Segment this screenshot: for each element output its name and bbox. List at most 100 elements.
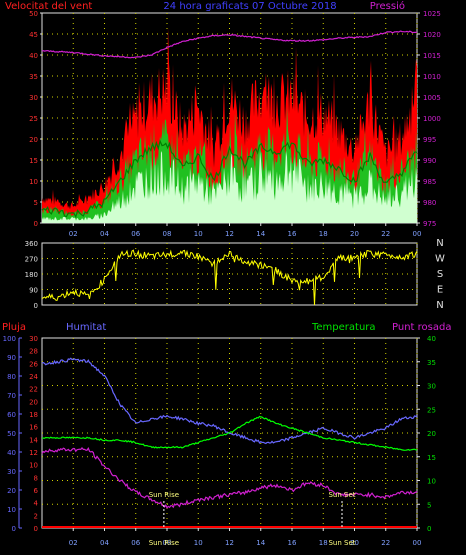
wind-pressure-chart: 0510152025303540455097598098599099510001… (29, 10, 441, 238)
direction-tick-label: 90 (29, 287, 38, 295)
wind-average-line (41, 139, 418, 219)
humidity-label: Humitat (66, 322, 106, 333)
pressure-tick-label: 1000 (423, 115, 441, 123)
temperature-tick-label: 30 (427, 383, 436, 391)
time-tick-label: 06 (131, 230, 140, 238)
time-tick-label: 00 (413, 230, 422, 238)
compass-label: S (437, 269, 443, 280)
temperature-tick-label: 25 (427, 406, 436, 414)
pressure-tick-label: 1025 (423, 10, 441, 18)
time-tick-label: 04 (100, 230, 109, 238)
humidity-scale-tick-label: 10 (29, 462, 38, 470)
rain-tick-label: 100 (3, 335, 16, 343)
time-tick-label: 12 (225, 539, 234, 547)
humidity-scale-tick-label: 16 (29, 424, 38, 432)
humidity-scale-tick-label: 18 (29, 411, 38, 419)
time-tick-label: 08 (163, 539, 172, 547)
humidity-scale-tick-label: 20 (29, 398, 38, 406)
humidity-scale-tick-label: 14 (29, 436, 38, 444)
rain-tick-label: 40 (7, 449, 16, 457)
sun-event-label: Sun Rise (149, 491, 179, 499)
compass-label: N (436, 238, 443, 249)
time-tick-label: 18 (319, 539, 328, 547)
wind-speed-tick-label: 50 (29, 10, 38, 18)
time-tick-label: 18 (319, 230, 328, 238)
direction-tick-label: 0 (34, 302, 38, 310)
temperature-tick-label: 35 (427, 359, 436, 367)
time-tick-label: 20 (350, 230, 359, 238)
time-tick-label: 22 (381, 539, 390, 547)
humidity-scale-tick-label: 8 (34, 474, 38, 482)
temperature-tick-label: 0 (427, 525, 431, 533)
rain-tick-label: 90 (7, 354, 16, 362)
humidity-scale-tick-label: 24 (29, 373, 38, 381)
pressure-label: Pressió (370, 0, 405, 12)
pressure-tick-label: 1020 (423, 31, 441, 39)
humidity-scale-tick-label: 12 (29, 449, 38, 457)
pressure-tick-label: 1015 (423, 52, 441, 60)
wind-speed-tick-label: 5 (34, 199, 38, 207)
sun-event-label: Sun Set (328, 491, 355, 499)
temperature-tick-label: 40 (427, 335, 436, 343)
time-tick-label: 14 (256, 539, 265, 547)
rain-tick-label: 60 (7, 411, 16, 419)
wind-direction-line (41, 249, 418, 306)
compass-label: W (435, 254, 445, 265)
sun-event-bottom-label: Sun Rise (149, 539, 179, 547)
humidity-scale-tick-label: 30 (29, 335, 38, 343)
humidity-scale-tick-label: 6 (34, 487, 39, 495)
pressure-line (41, 30, 418, 59)
wind-minimum-area (42, 150, 417, 223)
dewpoint-label: Punt rosada (392, 322, 451, 333)
pressure-tick-label: 1010 (423, 73, 441, 81)
wind-speed-tick-label: 0 (34, 220, 38, 228)
pressure-tick-label: 975 (423, 220, 436, 228)
dewpoint-line (41, 446, 418, 509)
time-tick-label: 00 (413, 539, 422, 547)
direction-tick-label: 270 (25, 256, 38, 264)
time-tick-label: 22 (381, 230, 390, 238)
wind-speed-tick-label: 30 (29, 94, 38, 102)
pressure-tick-label: 990 (423, 157, 436, 165)
time-tick-label: 14 (256, 230, 265, 238)
time-tick-label: 16 (288, 230, 297, 238)
temperature-tick-label: 20 (427, 430, 436, 438)
rain-tick-label: 80 (7, 373, 16, 381)
time-tick-label: 04 (100, 539, 109, 547)
time-tick-label: 10 (194, 230, 203, 238)
wind-speed-tick-label: 45 (29, 31, 38, 39)
humidity-scale-tick-label: 4 (34, 500, 39, 508)
time-tick-label: 10 (194, 539, 203, 547)
wind-speed-tick-label: 20 (29, 136, 38, 144)
pressure-tick-label: 985 (423, 178, 436, 186)
time-tick-label: 12 (225, 230, 234, 238)
direction-tick-label: 180 (25, 271, 38, 279)
compass-label: E (437, 285, 443, 296)
wind-speed-tick-label: 40 (29, 52, 38, 60)
humidity-scale-tick-label: 2 (34, 512, 38, 520)
time-tick-label: 08 (163, 230, 172, 238)
humidity-scale-tick-label: 26 (29, 360, 38, 368)
pressure-tick-label: 995 (423, 136, 436, 144)
rain-tick-label: 10 (7, 506, 16, 514)
wind-speed-tick-label: 10 (29, 178, 38, 186)
temperature-tick-label: 15 (427, 454, 436, 462)
wind-speed-tick-label: 25 (29, 115, 38, 123)
time-tick-label: 16 (288, 539, 297, 547)
pressure-tick-label: 980 (423, 199, 436, 207)
rain-tick-label: 0 (12, 525, 16, 533)
time-tick-label: 20 (350, 539, 359, 547)
wind-speed-tick-label: 15 (29, 157, 38, 165)
wind-speed-tick-label: 35 (29, 73, 38, 81)
sun-event-bottom-label: Sun Set (328, 539, 355, 547)
temperature-line (41, 415, 418, 451)
temperature-humidity-chart: 0102030405060708090100024681012141618202… (3, 335, 436, 547)
rain-tick-label: 20 (7, 487, 16, 495)
humidity-scale-tick-label: 28 (29, 348, 38, 356)
temperature-tick-label: 10 (427, 478, 436, 486)
chart-title: 24 hora graficats 07 Octubre 2018 (163, 1, 336, 12)
compass-label: N (436, 300, 443, 311)
